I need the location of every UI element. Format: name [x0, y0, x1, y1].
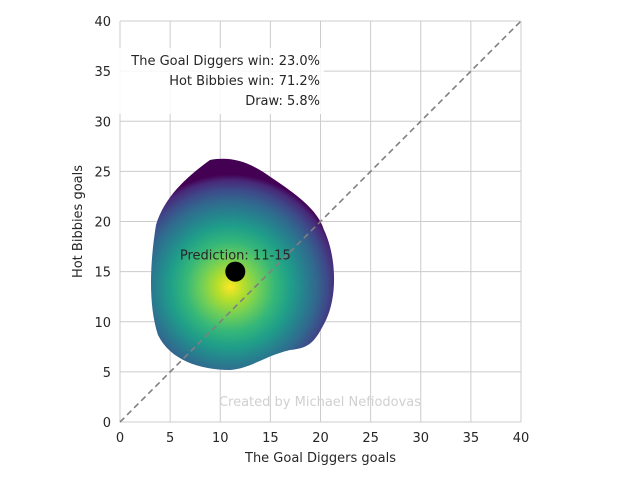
y-tick-label: 15	[94, 266, 111, 281]
x-tick-label: 20	[312, 431, 329, 446]
x-tick-label: 5	[166, 431, 174, 446]
density-heatmap	[151, 158, 335, 370]
probabilities-box	[116, 48, 324, 114]
win-probabilities: The Goal Diggers win: 23.0% Hot Bibbies w…	[116, 48, 324, 114]
diagonal-reference-line	[119, 20, 522, 423]
y-axis-label: Hot Bibbies goals	[71, 165, 86, 278]
y-tick-label: 25	[94, 165, 111, 180]
y-tick-label: 20	[94, 216, 111, 231]
prediction-label: Prediction: 11-15	[180, 249, 291, 264]
x-tick-label: 35	[463, 431, 480, 446]
y-tick-label: 40	[94, 15, 111, 30]
y-tick-label: 35	[94, 65, 111, 80]
axis-ticks: 0 5 10 15 20 25 30 35 40 0 5 10 15 20 25 30 35 40	[94, 15, 529, 446]
win-probability-line: Hot Bibbies win: 71.2%	[169, 74, 320, 89]
y-tick-label: 10	[94, 316, 111, 331]
x-tick-label: 15	[262, 431, 279, 446]
win-probability-line: The Goal Diggers win: 23.0%	[130, 54, 320, 69]
y-tick-label: 0	[103, 416, 111, 431]
prediction-marker	[225, 261, 246, 282]
watermark: Created by Michael Nefiodovas	[219, 395, 421, 410]
win-probability-line: Draw: 5.8%	[245, 94, 320, 109]
x-tick-label: 40	[513, 431, 530, 446]
x-tick-label: 0	[116, 431, 124, 446]
y-tick-label: 5	[103, 366, 111, 381]
x-tick-label: 25	[362, 431, 379, 446]
x-tick-label: 10	[212, 431, 229, 446]
x-axis-label: The Goal Diggers goals	[244, 451, 396, 466]
x-tick-label: 30	[412, 431, 429, 446]
y-tick-label: 30	[94, 115, 111, 130]
